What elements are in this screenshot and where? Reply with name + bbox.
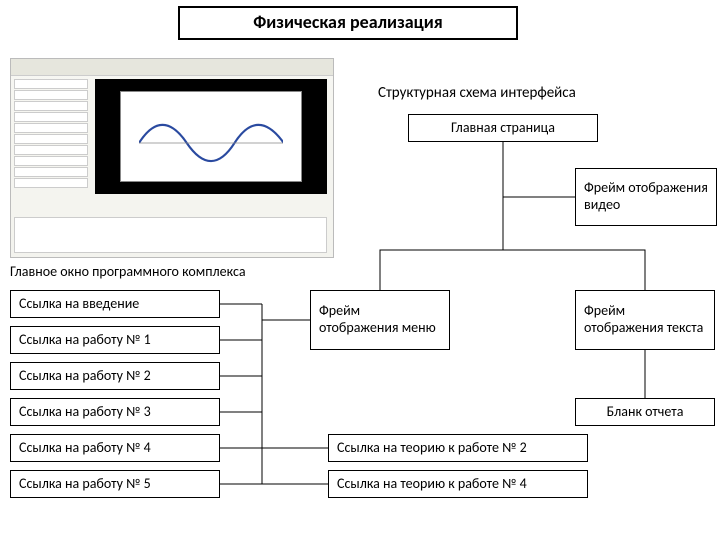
- title-box: Физическая реализация: [178, 6, 518, 40]
- report-blank-box: Бланк отчета: [575, 398, 715, 426]
- frame-menu-box: Фрейм отображения меню: [310, 290, 450, 350]
- screenshot-text-frame: [14, 217, 327, 253]
- screenshot-video-frame: [95, 79, 327, 194]
- frame-text-label: Фрейм отображения текста: [584, 303, 706, 337]
- link-work1: Ссылка на работу № 1: [10, 326, 220, 354]
- link-work3: Ссылка на работу № 3: [10, 398, 220, 426]
- subtitle: Структурная схема интерфейса: [378, 84, 576, 102]
- app-screenshot: [10, 58, 334, 258]
- theory-link-4: Ссылка на теорию к работе № 4: [328, 470, 588, 498]
- link-work5: Ссылка на работу № 5: [10, 470, 220, 498]
- wave-icon: [139, 114, 284, 172]
- main-page-label: Главная страница: [451, 120, 555, 137]
- title-text: Физическая реализация: [253, 12, 442, 34]
- theory-link-2: Ссылка на теорию к работе № 2: [328, 434, 588, 462]
- screenshot-titlebar: [11, 59, 333, 76]
- screenshot-menu: [14, 79, 88, 217]
- report-blank-label: Бланк отчета: [607, 404, 684, 421]
- link-work2: Ссылка на работу № 2: [10, 362, 220, 390]
- frame-menu-label: Фрейм отображения меню: [319, 303, 441, 337]
- frame-video-label: Фрейм отображения видео: [584, 180, 708, 214]
- frame-video-box: Фрейм отображения видео: [575, 168, 717, 226]
- main-page-box: Главная страница: [408, 114, 598, 142]
- screenshot-video-inner: [120, 91, 303, 183]
- main-window-caption: Главное окно программного комплекса: [10, 264, 246, 281]
- link-work4: Ссылка на работу № 4: [10, 434, 220, 462]
- frame-text-box: Фрейм отображения текста: [575, 290, 715, 350]
- link-intro: Ссылка на введение: [10, 290, 220, 318]
